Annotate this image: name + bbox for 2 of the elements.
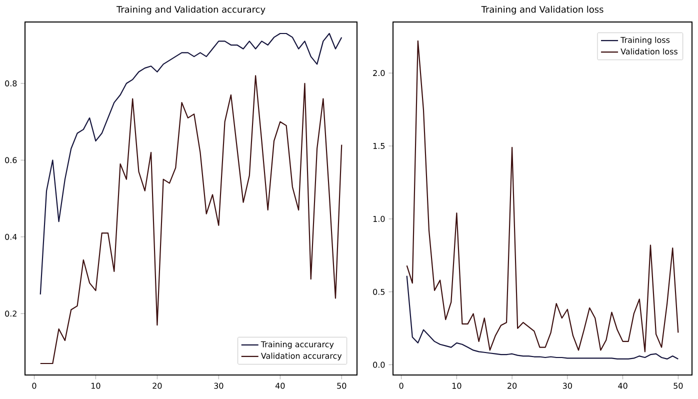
chart-title: Training and Validation loss: [481, 6, 604, 14]
chart-title: Training and Validation accurarcy: [116, 6, 266, 14]
